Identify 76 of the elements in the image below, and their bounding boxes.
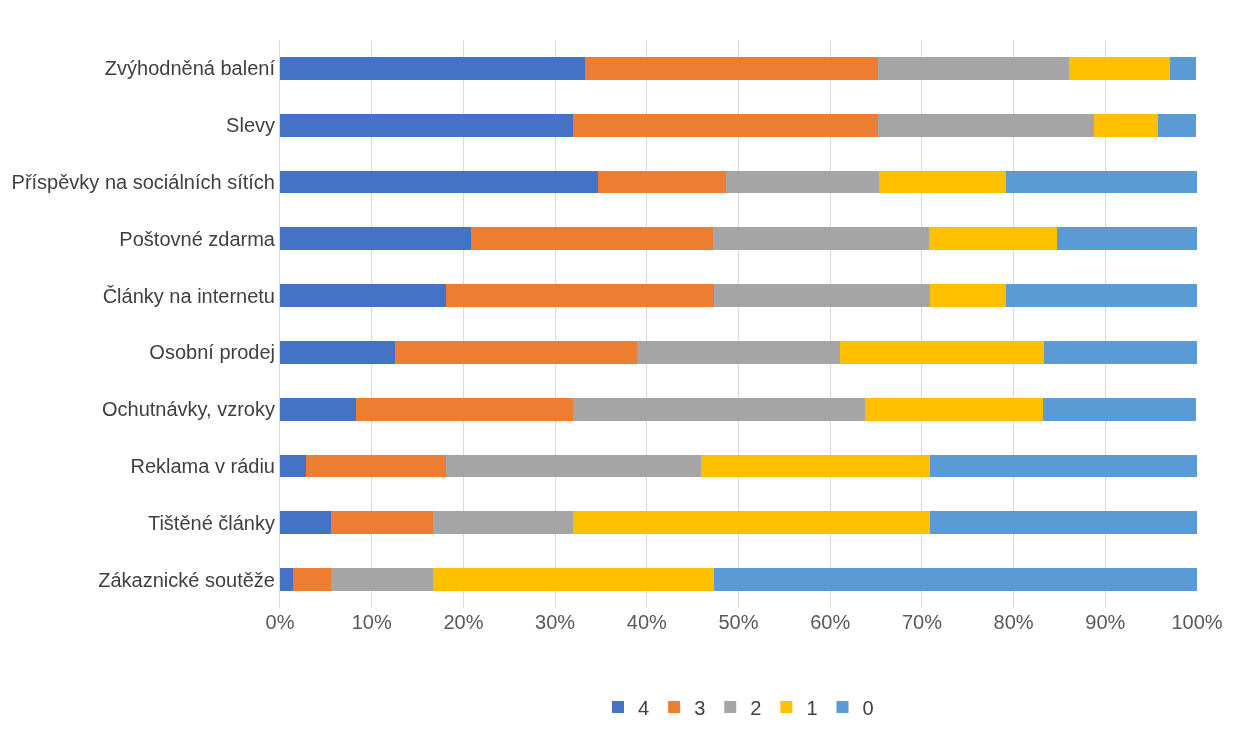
bar [445,454,701,478]
bar [356,397,573,421]
x-tick-label: 90% [1085,611,1126,633]
x-tick-label: 80% [993,611,1034,633]
legend-label: 0 [862,696,874,719]
bar [280,454,306,478]
bar [280,511,332,535]
bar [585,57,878,80]
bar [865,397,1043,421]
y-tick-label: Osobní prodej [149,341,275,364]
y-tick-label: Články na internetu [102,284,275,307]
bar [712,227,930,251]
bar [572,113,878,137]
bar [433,568,714,591]
bar [331,511,434,535]
bar [1006,284,1197,307]
x-tick-label: 40% [626,611,668,633]
legend-label: 4 [638,696,650,719]
bar [1068,57,1171,80]
y-tick-label: Poštovné zdarma [119,227,276,250]
bar [1157,113,1197,137]
bar [305,454,446,478]
bar [1042,397,1197,421]
bar [433,511,574,535]
y-tick-label: Reklama v rádiu [130,455,275,477]
bar [1043,341,1197,364]
bar [713,568,1197,591]
x-tick-label: 70% [901,611,943,633]
legend-label: 2 [750,696,762,719]
bar [280,227,471,251]
legend-label: 1 [806,696,818,719]
y-tick-label: Příspěvky na sociálních sítích [11,171,275,193]
bar [598,170,726,194]
x-tick-label: 60% [810,611,851,633]
bar [280,397,357,421]
x-tick-label: 30% [535,611,576,633]
bar [1170,57,1197,80]
bar [930,454,1197,478]
bar [445,284,714,307]
bar [280,113,573,137]
y-tick-label: Zákaznické soutěže [98,568,275,591]
bar [292,568,332,591]
bar [280,568,293,591]
bar [331,568,434,591]
x-tick-label: 20% [443,611,484,633]
bar [929,227,1057,251]
y-tick-label: Slevy [226,114,275,137]
bar [280,284,446,307]
bar [930,284,1007,307]
y-tick-label: Zvýhodněná balení [104,57,276,80]
bar [878,170,1007,194]
y-tick-label: Tištěné články [147,511,275,534]
bar [1006,170,1197,194]
bar [470,227,713,251]
y-tick-label: Ochutnávky, vzroky [101,398,275,421]
bar [572,397,866,421]
bar [1056,227,1197,251]
bar [573,511,931,535]
bar [394,341,637,364]
bar [725,170,879,194]
bar [280,341,395,364]
x-tick-label: 0% [265,611,295,633]
bar [280,170,599,194]
bar [700,454,931,478]
bar [280,57,586,80]
bar [930,511,1197,535]
x-tick-label: 10% [351,611,392,633]
legend-label: 3 [694,696,706,719]
bar [877,57,1069,80]
bar [636,341,841,364]
x-tick-label: 50% [718,611,759,633]
bar [877,113,1095,137]
bar [713,284,931,307]
x-tick-label: 100% [1171,611,1223,633]
bar [1094,113,1158,137]
bar [840,341,1044,364]
